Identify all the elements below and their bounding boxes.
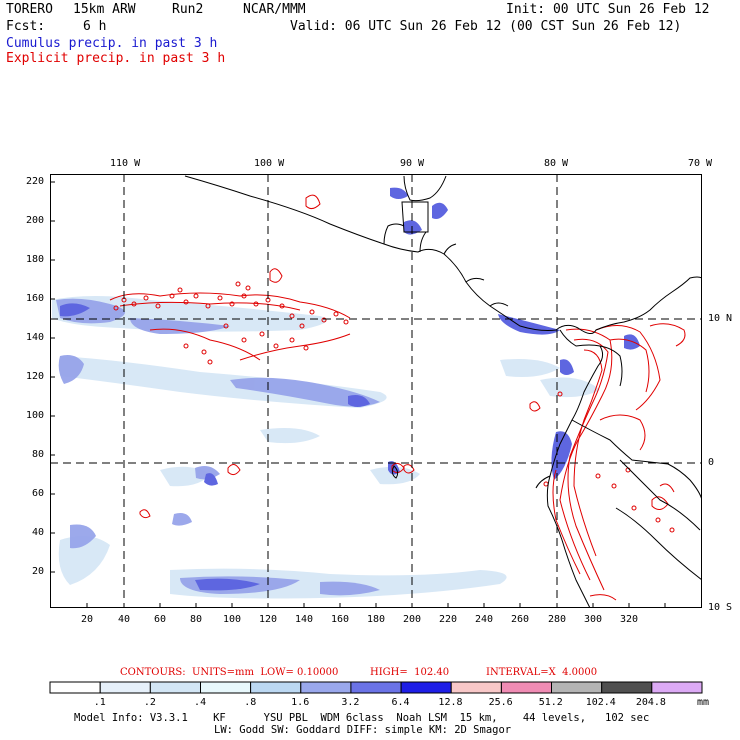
x-tick-label: 80 (190, 614, 203, 625)
y-tick-label: 120 (26, 371, 45, 382)
valid-time: Valid: 06 UTC Sun 26 Feb 12 (00 CST Sun … (290, 19, 682, 34)
y-tick-label: 100 (26, 410, 45, 421)
colorbar-label: 25.6 (488, 697, 513, 708)
lat-lon-grid (50, 174, 702, 608)
x-tick-label: 60 (154, 614, 167, 625)
colorbar-label: 51.2 (538, 697, 563, 708)
explicit-precip-contours (109, 194, 686, 601)
y-tick-label: 80 (32, 449, 45, 460)
x-tick-label: 180 (367, 614, 386, 625)
coastlines (184, 175, 702, 608)
forecast-hours: 6 h (83, 19, 107, 34)
colorbar-swatch (551, 681, 603, 694)
y-tick-label: 180 (26, 254, 45, 265)
colorbar-swatch (450, 681, 502, 694)
colorbar-label: .8 (244, 697, 257, 708)
y-tick-marks (50, 181, 55, 573)
lat-label-0: 0 (708, 457, 715, 468)
colorbar-label: .1 (93, 697, 106, 708)
x-tick-label: 40 (118, 614, 131, 625)
colorbar-label: 3.2 (341, 697, 360, 708)
lat-label-10n: 10 N (708, 313, 733, 324)
cumulus-precip-title: Cumulus precip. in past 3 h (6, 36, 218, 51)
colorbar-swatch (200, 681, 252, 694)
lon-label-110w: 110 W (110, 158, 141, 169)
lon-label-70w: 70 W (688, 158, 713, 169)
cumulus-dark-patches (60, 187, 640, 591)
y-tick-label: 160 (26, 293, 45, 304)
model-resolution: 15km ARW (73, 2, 136, 17)
x-tick-label: 240 (475, 614, 494, 625)
colorbar-label: 1.6 (291, 697, 310, 708)
colorbar-swatch (400, 681, 452, 694)
lon-label-100w: 100 W (254, 158, 285, 169)
colorbar-swatch (49, 681, 101, 694)
explicit-precip-speckles (113, 281, 675, 533)
x-tick-label: 220 (439, 614, 458, 625)
colorbar-swatch (149, 681, 202, 694)
lon-label-90w: 90 W (400, 158, 425, 169)
colorbar-swatch (350, 681, 402, 694)
colorbar-label: 6.4 (391, 697, 410, 708)
x-tick-label: 20 (81, 614, 94, 625)
y-tick-label: 60 (32, 488, 45, 499)
colorbar-label: 102.4 (585, 697, 616, 708)
x-tick-label: 280 (548, 614, 567, 625)
x-tick-label: 200 (403, 614, 422, 625)
colorbar-unit: mm (697, 697, 710, 708)
colorbar-label: 12.8 (438, 697, 463, 708)
colorbar (49, 681, 703, 694)
y-tick-label: 220 (26, 176, 45, 187)
map-frame (50, 174, 702, 608)
colorbar-label: .4 (194, 697, 207, 708)
colorbar-swatch (500, 681, 553, 694)
x-tick-label: 100 (223, 614, 242, 625)
colorbar-swatch (300, 681, 352, 694)
y-tick-label: 20 (32, 566, 45, 577)
colorbar-label: .2 (143, 697, 156, 708)
y-tick-label: 200 (26, 215, 45, 226)
org-label: NCAR/MMM (243, 2, 306, 17)
x-tick-label: 260 (511, 614, 530, 625)
contour-high: HIGH= 102.40 (370, 667, 450, 678)
x-tick-marks (86, 603, 666, 608)
model-info: Model Info: V3.3.1 KF YSU PBL WDM 6class… (74, 712, 650, 724)
forecast-label: Fcst: (6, 19, 46, 34)
colorbar-swatch (250, 681, 302, 694)
colorbar-swatch (99, 681, 151, 694)
colorbar-label: 204.8 (635, 697, 666, 708)
model-name: TORERO (6, 2, 53, 17)
colorbar-swatch (651, 681, 703, 694)
y-tick-label: 140 (26, 332, 45, 343)
x-tick-label: 140 (295, 614, 314, 625)
x-tick-label: 320 (620, 614, 639, 625)
run-label: Run2 (172, 2, 204, 17)
x-tick-label: 160 (331, 614, 350, 625)
init-time: Init: 00 UTC Sun 26 Feb 12 (506, 2, 710, 17)
model-physics: LW: Godd SW: Goddard DIFF: simple KM: 2D… (214, 724, 512, 736)
x-tick-label: 300 (584, 614, 603, 625)
colorbar-swatch (601, 681, 653, 694)
lon-label-80w: 80 W (544, 158, 569, 169)
y-tick-label: 40 (32, 527, 45, 538)
cumulus-light-patches (52, 296, 600, 599)
lat-label-10s: 10 S (708, 602, 733, 613)
contour-units: CONTOURS: UNITS=mm LOW= 0.10000 (120, 667, 339, 678)
explicit-precip-title: Explicit precip. in past 3 h (6, 51, 226, 66)
x-tick-label: 120 (259, 614, 278, 625)
contour-interval: INTERVAL=X 4.0000 (486, 667, 598, 678)
